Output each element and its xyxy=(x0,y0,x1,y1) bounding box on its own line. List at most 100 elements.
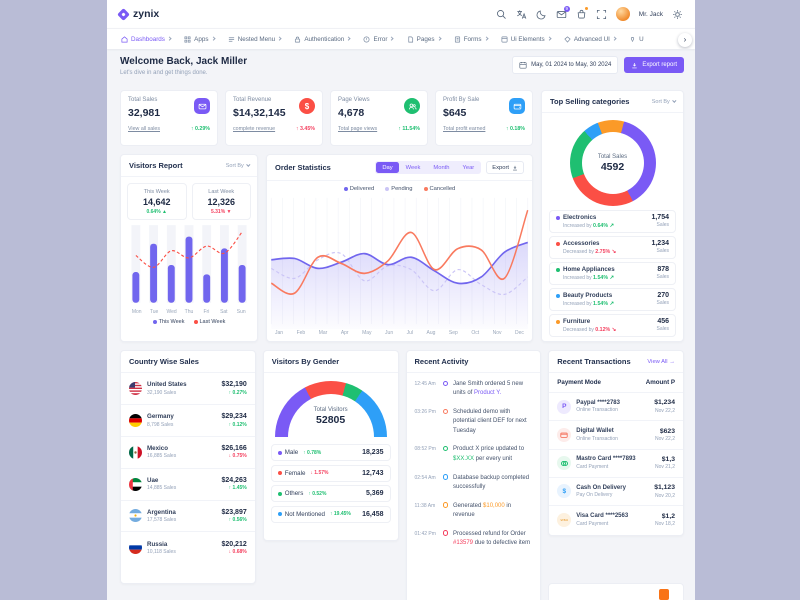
activity-item: 01:42 Pm Processed refund for Order #135… xyxy=(414,530,531,547)
activity-item: 08:52 Pm Product X price updated to $XX.… xyxy=(414,445,525,462)
notifications-icon[interactable]: 9 xyxy=(556,5,570,20)
flag-russia-icon xyxy=(129,541,142,555)
gender-row[interactable]: Not Mentioned ↑ 19.45% 16,458 xyxy=(270,505,391,523)
lock-icon xyxy=(295,36,301,42)
stat-card-page-views: Page Views 4,678 Total page views ↑ 11.5… xyxy=(330,90,428,146)
tab-week[interactable]: Week xyxy=(405,164,421,171)
view-all-link[interactable]: View All → xyxy=(647,358,675,365)
nav-item-apps[interactable]: Apps xyxy=(184,36,216,43)
gem-icon xyxy=(564,35,571,43)
wallet-icon xyxy=(557,427,572,442)
nav-item-dashboards[interactable]: Dashboards xyxy=(121,36,172,43)
recent-activity-panel: Recent Activity 12:45 Am Jane Smith orde… xyxy=(405,350,542,600)
total-profit-earned-link[interactable]: Total profit earned xyxy=(443,126,486,132)
complete-revenue-link[interactable]: complete revenue xyxy=(233,126,276,132)
export-report-button[interactable]: Export report xyxy=(624,57,684,73)
nav-scroll-right-button[interactable]: › xyxy=(678,32,692,47)
flag-us-icon xyxy=(129,381,142,395)
user-name[interactable]: Mr. Jack xyxy=(638,10,663,18)
activity-timeline: 12:45 Am Jane Smith ordered 5 new units … xyxy=(407,373,541,565)
gender-row[interactable]: Male ↑ 0.78% 18,235 xyxy=(270,444,391,461)
partial-card-icon xyxy=(659,589,669,600)
notification-badge: 9 xyxy=(563,5,570,12)
view-all-sales-link[interactable]: View all sales xyxy=(128,126,160,132)
nav-item-pages[interactable]: Pages xyxy=(407,36,442,43)
user-avatar[interactable] xyxy=(615,7,630,21)
month-axis: Jan Feb Mar Apr May Jun Jul Aug Sep Oct Nov De… xyxy=(275,330,524,336)
nav-item-forms[interactable]: Forms xyxy=(454,36,489,43)
nav-item-authentication[interactable]: Authentication xyxy=(294,36,352,43)
timeline-marker xyxy=(442,380,448,386)
category-row[interactable]: Furniture Decreased by 0.12% ↘ 456 Sales xyxy=(549,314,676,337)
transaction-row[interactable]: VISA Visa Card ****2563 Card Payment $1,2… xyxy=(549,506,683,533)
gender-row[interactable]: Others ↑ 0.52% 5,369 xyxy=(270,485,391,502)
timeline-marker xyxy=(442,502,448,508)
transaction-row[interactable]: Mastro Card ****7893 Card Payment $1,3 Nov… xyxy=(549,450,683,478)
settings-gear-icon[interactable] xyxy=(672,9,683,20)
country-row[interactable]: Argentina 17,578 Sales $23,897 ↑ 0.56% xyxy=(121,501,255,533)
calendar-icon xyxy=(519,61,527,69)
categories-sort-by[interactable]: Sort By xyxy=(652,99,677,105)
nav-item-advanced-ui[interactable]: Advanced UI xyxy=(564,35,617,43)
country-row[interactable]: Uae 14,885 Sales $24,263 ↑ 1.45% xyxy=(121,469,255,501)
nav-item-ui-elements[interactable]: Ui Elements xyxy=(501,36,552,43)
visitors-legend: This Week Last Week xyxy=(127,319,251,325)
gender-row[interactable]: Female ↓ 1.57% 12,743 xyxy=(270,464,391,482)
paypal-icon: P xyxy=(557,399,572,414)
visitors-by-gender-panel: Visitors By Gender Total Visitors 52805 … xyxy=(262,350,399,541)
flag-mexico-icon xyxy=(129,445,142,459)
order-line-chart xyxy=(270,197,529,329)
welcome-row: Welcome Back, Jack Miller Let's dive in … xyxy=(120,56,684,83)
country-row[interactable]: United States 32,190 Sales $32,190 ↑ 0.27% xyxy=(121,373,255,405)
flag-argentina-icon xyxy=(129,509,142,523)
download-icon xyxy=(632,62,638,68)
stat-card-total-sales: Total Sales 32,981 View all sales ↑ 0.29… xyxy=(120,90,218,146)
order-statistics-panel: Order Statistics Day Week Month Year Exp… xyxy=(266,154,533,342)
country-wise-sales-panel: Country Wise Sales United States 32,190 S… xyxy=(120,350,256,584)
stat-card-profit-by-sale: Profit By Sale $645 Total profit earned … xyxy=(435,90,533,146)
country-row[interactable]: Russia 10,118 Sales $20,212 ↓ 0.68% xyxy=(121,532,255,563)
weekday-axis: Mon Tue Wed Thu Fri Sat Sun xyxy=(131,309,246,315)
top-selling-categories-panel: Top Selling categories Sort By Total Sal… xyxy=(541,90,684,342)
fullscreen-icon[interactable] xyxy=(596,9,607,20)
brand[interactable]: zynix xyxy=(117,7,160,21)
timeline-marker xyxy=(442,445,448,452)
download-icon xyxy=(513,165,517,170)
transaction-row[interactable]: P Paypal ****2783 Online Transaction $1,2… xyxy=(549,393,683,422)
tab-month[interactable]: Month xyxy=(433,164,450,171)
nav-item-error[interactable]: Error xyxy=(363,36,395,43)
topbar-actions: 9 Mr. Jack xyxy=(496,5,683,21)
page-title: Welcome Back, Jack Miller xyxy=(120,56,248,67)
visitors-sort-by[interactable]: Sort By xyxy=(226,163,251,169)
cart-icon[interactable] xyxy=(576,6,588,20)
transaction-row[interactable]: $ Cash On Delivery Pay On Delivery $1,123… xyxy=(549,478,683,507)
timeline-marker xyxy=(442,474,448,480)
file-icon xyxy=(408,36,413,42)
transaction-row[interactable]: Digital Wallet Online Transaction $623 Nov… xyxy=(549,421,683,450)
app-window: zynix 9 Mr. Jack xyxy=(107,0,695,600)
nav-item-nested-menu[interactable]: Nested Menu xyxy=(228,36,283,43)
brand-name: zynix xyxy=(133,8,160,20)
visitors-report-panel: Visitors Report Sort By This Week 14,642… xyxy=(120,154,258,342)
category-row[interactable]: Accessories Decreased by 2.75% ↘ 1,234 Sa… xyxy=(549,236,676,259)
clipboard-icon xyxy=(454,36,460,42)
category-row[interactable]: Home Appliances Increased by 1.54% ↗ 878… xyxy=(549,262,676,285)
export-chart-button[interactable]: Export xyxy=(486,161,524,174)
total-page-views-link[interactable]: Total page views xyxy=(338,126,378,132)
category-row[interactable]: Electronics Increased by 0.64% ↗ 1,754 Sa… xyxy=(549,210,676,233)
date-range-picker[interactable]: May, 01 2024 to May, 30 2024 xyxy=(512,56,619,74)
country-row[interactable]: Mexico 16,885 Sales $26,166 ↓ 0.75% xyxy=(121,437,255,469)
last-week-card: Last Week 12,326 5.31% ▼ xyxy=(191,183,251,220)
translate-icon[interactable] xyxy=(516,9,527,20)
dark-mode-icon[interactable] xyxy=(536,9,547,20)
page-subtitle: Let's dive in and get things done. xyxy=(120,69,208,76)
category-row[interactable]: Beauty Products Increased by 1.54% ↗ 270… xyxy=(549,288,676,311)
search-icon[interactable] xyxy=(496,9,507,20)
nav-item-utilities[interactable]: U xyxy=(629,36,644,43)
flag-germany-icon xyxy=(129,413,142,427)
tab-year[interactable]: Year xyxy=(462,164,475,171)
top-bar: zynix 9 Mr. Jack xyxy=(107,0,695,28)
tab-day[interactable]: Day xyxy=(376,162,399,173)
country-row[interactable]: Germany 8,798 Sales $29,234 ↑ 0.12% xyxy=(121,405,255,437)
lamp-icon xyxy=(631,36,635,42)
